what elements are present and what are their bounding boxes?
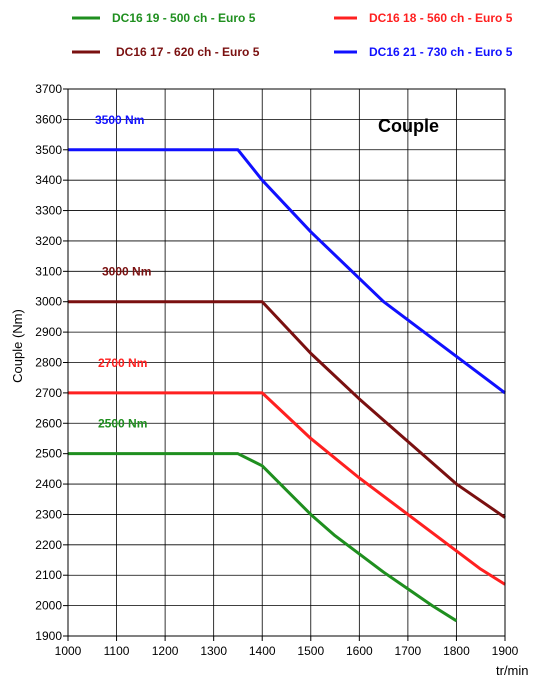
x-tick-label: 1200 xyxy=(152,644,179,658)
y-tick-label: 3400 xyxy=(35,173,62,187)
legend: DC16 19 - 500 ch - Euro 5 DC16 18 - 560 … xyxy=(72,11,513,59)
x-tick-label: 1600 xyxy=(346,644,373,658)
series-annotation-3: 3500 Nm xyxy=(95,113,144,127)
y-tick-label: 2400 xyxy=(35,477,62,491)
y-tick-label: 2200 xyxy=(35,538,62,552)
y-tick-label: 3500 xyxy=(35,143,62,157)
y-tick-label: 3200 xyxy=(35,234,62,248)
y-tick-label: 2300 xyxy=(35,507,62,521)
series-lines xyxy=(68,148,506,623)
y-tick-label: 3600 xyxy=(35,112,62,126)
series-annotation-2: 3000 Nm xyxy=(102,265,151,279)
plot-frame xyxy=(67,88,506,637)
x-tick-label: 1500 xyxy=(297,644,324,658)
y-tick-label: 3700 xyxy=(35,82,62,96)
y-tick-label: 3000 xyxy=(35,295,62,309)
y-axis-label: Couple (Nm) xyxy=(10,309,25,383)
series-line-1 xyxy=(68,391,506,586)
y-tick-label: 1900 xyxy=(35,629,62,643)
series-annotations: 2500 Nm 2700 Nm 3000 Nm 3500 Nm xyxy=(95,113,151,431)
legend-label-dc16-19: DC16 19 - 500 ch - Euro 5 xyxy=(112,11,256,25)
y-tick-label: 2600 xyxy=(35,416,62,430)
legend-label-dc16-17: DC16 17 - 620 ch - Euro 5 xyxy=(116,45,260,59)
y-tick-label: 3100 xyxy=(35,264,62,278)
x-tick-label: 1900 xyxy=(492,644,519,658)
y-tick-label: 2000 xyxy=(35,599,62,613)
series-annotation-0: 2500 Nm xyxy=(98,417,147,431)
series-line-2 xyxy=(68,300,506,519)
series-line-0 xyxy=(68,452,458,623)
x-tick-label: 1700 xyxy=(395,644,422,658)
y-tick-label: 2100 xyxy=(35,568,62,582)
x-axis-label: tr/min xyxy=(496,663,529,678)
y-tick-label: 3300 xyxy=(35,204,62,218)
x-axis-ticks: 1000 1100 1200 1300 1400 1500 1600 1700 1800 1900 xyxy=(55,636,519,658)
legend-label-dc16-21: DC16 21 - 730 ch - Euro 5 xyxy=(369,45,513,59)
legend-label-dc16-18: DC16 18 - 560 ch - Euro 5 xyxy=(369,11,513,25)
x-tick-label: 1400 xyxy=(249,644,276,658)
x-tick-label: 1300 xyxy=(200,644,227,658)
y-tick-label: 2800 xyxy=(35,356,62,370)
series-annotation-1: 2700 Nm xyxy=(98,356,147,370)
y-tick-label: 2900 xyxy=(35,325,62,339)
x-tick-label: 1800 xyxy=(443,644,470,658)
y-tick-label: 2500 xyxy=(35,447,62,461)
y-axis-ticks: 1900 2000 2100 2200 2300 2400 2500 2600 2700 2800… xyxy=(35,82,68,643)
x-tick-label: 1100 xyxy=(104,644,130,658)
chart-title: Couple xyxy=(378,116,439,136)
y-tick-label: 2700 xyxy=(35,386,62,400)
series-line-3 xyxy=(68,148,506,395)
x-tick-label: 1000 xyxy=(55,644,82,658)
